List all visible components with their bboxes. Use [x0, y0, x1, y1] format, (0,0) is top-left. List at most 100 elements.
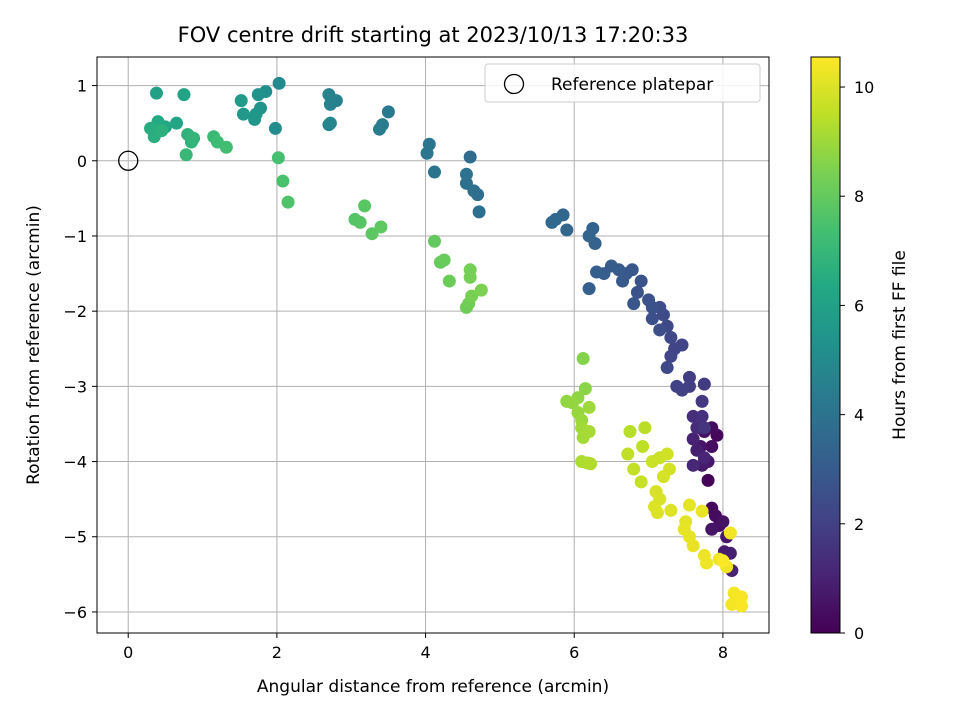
y-tick-label: −6: [63, 603, 87, 622]
data-point: [187, 131, 201, 145]
colorbar-tick-label: 4: [854, 406, 864, 425]
data-point: [697, 421, 711, 435]
data-point: [621, 447, 635, 461]
data-point: [427, 234, 441, 248]
data-point: [638, 421, 652, 435]
data-point: [705, 440, 719, 454]
data-point: [716, 515, 730, 529]
data-point: [695, 394, 709, 408]
chart-title: FOV centre drift starting at 2023/10/13 …: [178, 23, 689, 47]
data-point: [616, 274, 630, 288]
data-point: [459, 167, 473, 181]
data-point: [630, 285, 644, 299]
data-point: [268, 121, 282, 135]
data-point: [686, 458, 700, 472]
data-point: [636, 440, 650, 454]
data-point: [582, 229, 596, 243]
data-point: [716, 554, 730, 568]
data-point: [251, 88, 265, 102]
colorbar-tick-label: 0: [854, 624, 864, 643]
colorbar-tick-label: 2: [854, 515, 864, 534]
data-point: [155, 124, 169, 138]
data-point: [627, 462, 641, 476]
data-point: [179, 148, 193, 162]
data-point: [697, 377, 711, 391]
data-point: [560, 223, 574, 237]
x-tick-label: 4: [420, 643, 430, 662]
reference-platepar-marker: [118, 150, 139, 171]
data-point: [322, 88, 336, 102]
data-point: [734, 590, 748, 604]
legend-marker-icon: [503, 73, 525, 95]
x-axis-ticks: 0 2 4 6 8: [123, 633, 728, 662]
y-tick-label: −5: [63, 528, 87, 547]
data-point: [664, 330, 678, 344]
data-point: [664, 503, 678, 517]
data-point: [634, 274, 648, 288]
data-point: [695, 504, 709, 518]
data-point: [248, 112, 262, 126]
data-point: [682, 370, 696, 384]
x-tick-label: 8: [718, 643, 728, 662]
data-point: [686, 539, 700, 553]
colorbar-tick-label: 8: [854, 187, 864, 206]
data-point: [582, 282, 596, 296]
data-point: [272, 76, 286, 90]
data-point: [627, 297, 641, 311]
data-point: [645, 312, 659, 326]
data-points: [144, 76, 748, 613]
data-point: [566, 396, 580, 410]
data-point: [170, 116, 184, 130]
y-tick-label: −4: [63, 453, 87, 472]
data-point: [582, 400, 596, 414]
data-point: [582, 424, 596, 438]
data-point: [664, 349, 678, 363]
data-point: [437, 253, 451, 267]
data-point: [472, 205, 486, 219]
data-point: [700, 556, 714, 570]
data-point: [660, 361, 674, 375]
y-axis-label: Rotation from reference (arcmin): [24, 205, 44, 485]
x-tick-label: 2: [272, 643, 282, 662]
data-point: [653, 323, 667, 337]
data-point: [682, 498, 696, 512]
y-tick-label: −2: [63, 302, 87, 321]
data-point: [422, 137, 436, 151]
x-tick-label: 0: [123, 643, 133, 662]
data-point: [734, 599, 748, 613]
data-point: [149, 86, 163, 100]
colorbar-ticks: 0 2 4 6 8 10: [840, 78, 874, 643]
plot-frame: [96, 56, 770, 634]
data-point: [660, 447, 674, 461]
data-point: [236, 107, 250, 121]
data-point: [177, 88, 191, 102]
y-tick-label: −3: [63, 377, 87, 396]
data-point: [474, 283, 488, 297]
x-tick-label: 6: [569, 643, 579, 662]
data-point: [590, 265, 604, 279]
data-point: [686, 432, 700, 446]
colorbar-label: Hours from first FF file: [890, 250, 910, 440]
data-point: [650, 506, 664, 520]
data-point: [442, 274, 456, 288]
data-point: [642, 293, 656, 307]
data-point: [686, 409, 700, 423]
colorbar-tick-label: 6: [854, 296, 864, 315]
y-tick-label: 1: [77, 77, 87, 96]
data-point: [323, 116, 337, 130]
data-point: [219, 140, 233, 154]
x-axis-label: Angular distance from reference (arcmin): [257, 677, 609, 697]
data-point: [372, 122, 386, 136]
colorbar-tick-label: 10: [854, 78, 874, 97]
data-point: [656, 470, 670, 484]
data-point: [695, 409, 709, 423]
data-point: [358, 199, 372, 213]
data-point: [459, 176, 473, 190]
data-point: [584, 457, 598, 471]
data-point: [281, 195, 295, 209]
data-point: [545, 215, 559, 229]
data-point: [701, 473, 715, 487]
data-point: [353, 215, 367, 229]
data-point: [634, 475, 648, 489]
data-point: [670, 379, 684, 393]
